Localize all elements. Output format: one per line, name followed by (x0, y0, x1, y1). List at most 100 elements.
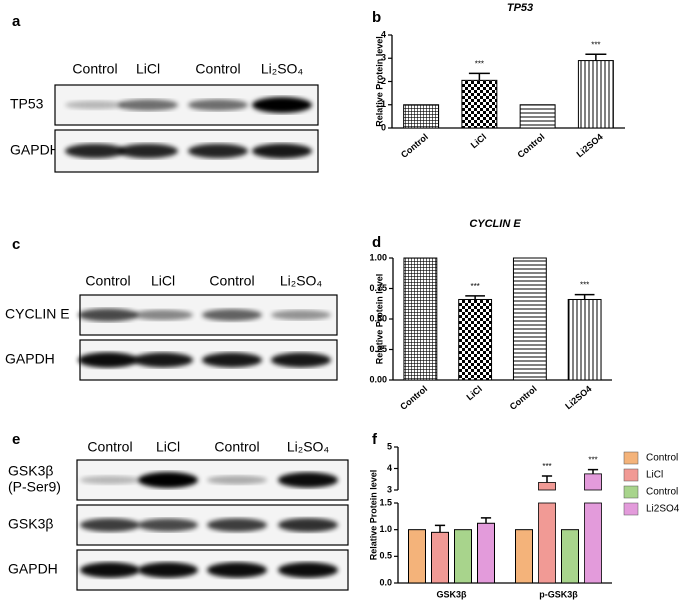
y-tick-label: 1.5 (379, 497, 392, 507)
band (252, 143, 312, 159)
significance: *** (591, 40, 600, 49)
band (138, 518, 198, 532)
significance: *** (580, 281, 589, 290)
row-label: (P-Ser9) (8, 479, 61, 495)
bar (458, 298, 493, 381)
legend-label: LiCl (646, 470, 663, 481)
bar (519, 104, 556, 129)
row-label: GSK3β (8, 463, 53, 479)
band (207, 475, 267, 485)
legend-label: Control (646, 453, 678, 464)
band (138, 562, 198, 578)
band (271, 352, 331, 368)
y-tick-label: 3 (387, 484, 392, 494)
band (188, 99, 248, 111)
bar (567, 298, 602, 381)
bar (454, 529, 472, 584)
bar (461, 79, 498, 129)
error-bar (468, 72, 490, 81)
error-bar (574, 293, 595, 300)
y-tick-label: 4 (381, 29, 386, 39)
bar (403, 257, 438, 381)
x-tick-label: Control (398, 384, 429, 412)
bar (515, 529, 533, 584)
panel-label: c (12, 236, 20, 253)
chart-title: TP53 (507, 2, 533, 14)
lane-label: Control (214, 439, 259, 455)
y-tick-label: 2 (381, 76, 386, 86)
lane-label: Control (72, 61, 117, 77)
bar (584, 473, 602, 491)
error-bar (434, 524, 446, 533)
y-axis-label: Relative Protein level (374, 274, 384, 365)
lane-label: Li₂SO₄ (287, 439, 330, 455)
lane-label: Li₂SO₄ (280, 273, 323, 289)
bar (431, 531, 449, 584)
x-tick-label: Control (508, 384, 539, 412)
y-tick-label: 0.00 (369, 374, 387, 384)
band (133, 352, 193, 368)
y-tick-label: 0 (381, 122, 386, 132)
band (202, 309, 262, 321)
band (278, 562, 338, 578)
band (252, 97, 312, 113)
panel-label: e (12, 431, 20, 448)
band (207, 562, 267, 578)
y-axis-label: Relative Protein level (374, 36, 384, 127)
x-tick-label: p-GSK3β (539, 589, 578, 599)
row-label: GAPDH (8, 561, 58, 577)
panel-label: b (372, 9, 381, 26)
lane-label: Control (87, 439, 132, 455)
lane-label: LiCl (136, 61, 160, 77)
y-tick-label: 5 (387, 441, 392, 451)
band (80, 562, 140, 578)
y-tick-label: 3 (381, 53, 386, 63)
bar (512, 257, 547, 381)
band (80, 518, 140, 532)
band (271, 310, 331, 320)
x-tick-label: Li2SO4 (575, 132, 605, 160)
lane-label: Control (195, 61, 240, 77)
band (80, 475, 140, 485)
row-label: TP53 (10, 96, 44, 112)
error-bar (541, 475, 553, 483)
band (138, 472, 198, 488)
chart-title: CYCLIN E (469, 218, 521, 230)
bar (584, 502, 602, 584)
row-label: CYCLIN E (5, 306, 70, 322)
y-tick-label: 4 (387, 463, 392, 473)
lane-label: Li₂SO₄ (261, 61, 304, 77)
bar (477, 522, 495, 584)
panel-label: a (12, 13, 21, 30)
y-tick-label: 0.25 (369, 344, 387, 354)
bar (577, 60, 614, 129)
y-tick-label: 0.5 (379, 551, 392, 561)
band (118, 143, 178, 159)
band (118, 99, 178, 111)
row-label: GSK3β (8, 516, 53, 532)
bar (538, 502, 556, 584)
legend-swatch (623, 502, 639, 516)
x-tick-label: GSK3β (436, 589, 467, 599)
band (278, 518, 338, 532)
x-tick-label: Li2SO4 (563, 384, 593, 412)
significance: *** (542, 462, 551, 471)
error-bar (585, 53, 607, 61)
legend-swatch (623, 485, 639, 499)
band (78, 308, 138, 322)
panel-label: f (372, 431, 378, 448)
band (278, 472, 338, 488)
panel-label: d (372, 234, 381, 251)
significance: *** (470, 282, 479, 291)
band (188, 143, 248, 159)
bar (561, 529, 579, 584)
legend-label: Li2SO4 (646, 504, 680, 515)
legend-swatch (623, 451, 639, 465)
band (65, 100, 125, 110)
lane-label: Control (85, 273, 130, 289)
bar (408, 529, 426, 584)
row-label: GAPDH (10, 142, 60, 158)
x-tick-label: LiCl (464, 384, 483, 403)
bar (538, 482, 556, 491)
